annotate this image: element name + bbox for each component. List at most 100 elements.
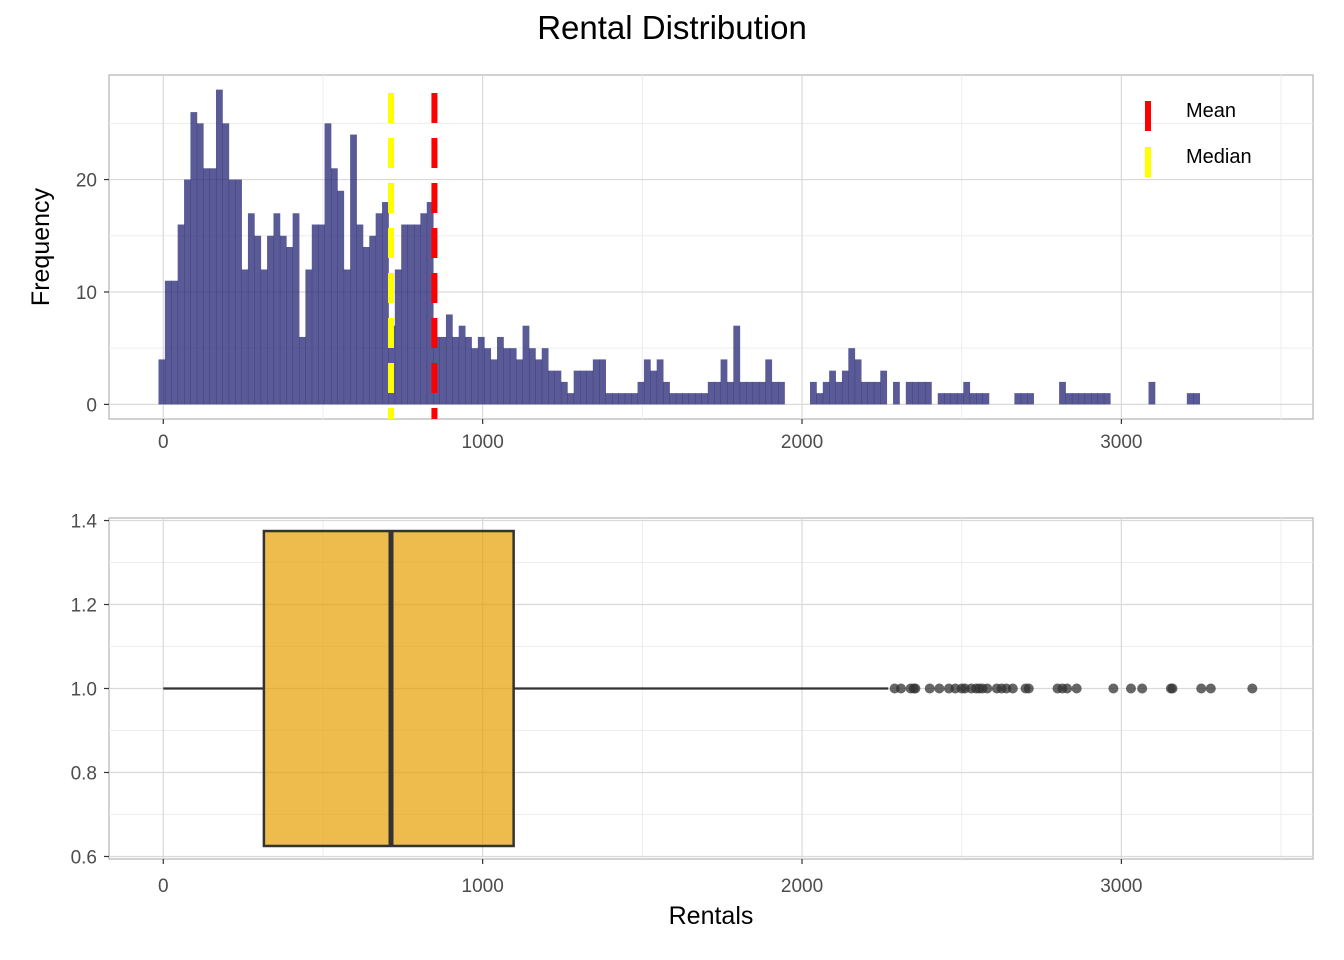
histogram-bar (956, 393, 964, 405)
histogram-bar (746, 381, 753, 405)
histogram-bar (343, 269, 351, 405)
histogram-bar (637, 381, 645, 405)
histogram-bar (656, 359, 664, 405)
histogram-bar (963, 381, 971, 405)
histogram-panel: 0 1000 2000 3000 0 10 20 Frequency Mean Median (27, 74, 1314, 453)
histogram-bar (407, 224, 415, 405)
histogram-bar (164, 280, 172, 405)
histogram-bar (982, 393, 990, 405)
boxplot-outlier-point (1062, 683, 1073, 694)
histogram-bar (228, 179, 236, 405)
histogram-bar (701, 393, 709, 405)
histogram-bar (439, 336, 447, 405)
histogram-bar (203, 168, 210, 405)
boxplot-outlier-point (1137, 683, 1148, 694)
histogram-bar (286, 247, 294, 405)
legend: Mean Median (1145, 100, 1252, 177)
histogram-bar (752, 381, 760, 405)
histogram-y-tick-label: 10 (76, 283, 97, 304)
histogram-bar (810, 381, 817, 405)
histogram-bar (739, 381, 747, 405)
histogram-bar (880, 370, 888, 405)
histogram-bar (969, 393, 977, 405)
histogram-bar (1193, 393, 1201, 405)
histogram-bar (944, 393, 951, 405)
histogram-bar (643, 359, 651, 405)
histogram-bar (465, 336, 472, 405)
boxplot-x-tick-label: 0 (158, 876, 169, 897)
histogram-bar (714, 381, 721, 405)
histogram-bar (1059, 381, 1066, 405)
histogram-bar (305, 269, 313, 405)
histogram-bar (503, 348, 511, 405)
histogram-bar (490, 359, 498, 405)
histogram-bar (618, 393, 626, 405)
boxplot-y-tick-label: 0.6 (71, 847, 97, 868)
histogram-bar (554, 370, 562, 405)
histogram-y-axis-label: Frequency (27, 187, 55, 306)
histogram-bar (241, 269, 249, 405)
histogram-bar (924, 381, 932, 405)
boxplot-outliers (889, 683, 1258, 694)
histogram-bar (254, 235, 262, 405)
histogram-x-tick-label: 1000 (462, 432, 504, 453)
histogram-bar (611, 393, 619, 405)
histogram-x-tick-label: 3000 (1100, 432, 1142, 453)
boxplot-outlier-point (982, 683, 993, 694)
histogram-bar (528, 348, 536, 405)
boxplot-x-axis-label: Rentals (669, 902, 754, 930)
histogram-bar (624, 393, 632, 405)
histogram-bar (605, 393, 613, 405)
histogram-y-tick-label: 0 (86, 395, 97, 416)
chart-title: Rental Distribution (537, 9, 807, 46)
histogram-bar (765, 359, 773, 405)
histogram-bar (158, 359, 166, 405)
boxplot-y-tick-label: 1.0 (71, 680, 97, 701)
histogram-bar (497, 336, 504, 405)
histogram-bar (394, 269, 402, 405)
histogram-bar (1097, 393, 1105, 405)
histogram-bar (413, 224, 421, 405)
histogram-bar (196, 123, 204, 405)
histogram-bar (733, 325, 741, 405)
histogram-bar (778, 381, 785, 405)
histogram-bar (1014, 393, 1022, 405)
boxplot-outlier-point (910, 683, 921, 694)
histogram-bar (1020, 393, 1028, 405)
boxplot-outlier-point (1167, 683, 1178, 694)
histogram-bar (573, 370, 581, 405)
histogram-bar (292, 213, 300, 405)
histogram-x-tick-label: 0 (158, 432, 169, 453)
histogram-bar (267, 235, 274, 405)
histogram-x-ticks: 0 1000 2000 3000 (158, 419, 1143, 453)
boxplot-outlier-point (1196, 683, 1207, 694)
boxplot-y-ticks: 0.6 0.8 1.0 1.2 1.4 (71, 512, 109, 868)
histogram-bar (854, 359, 862, 405)
histogram-bar (707, 381, 715, 405)
histogram-bar (420, 213, 428, 405)
boxplot-x-ticks: 0 1000 2000 3000 (158, 859, 1143, 897)
histogram-x-tick-label: 2000 (781, 432, 823, 453)
histogram-bar (918, 381, 926, 405)
histogram-bar (452, 336, 460, 405)
histogram-bar (369, 235, 377, 405)
histogram-bar (1091, 393, 1098, 405)
histogram-bar (362, 247, 370, 405)
histogram-bar (950, 393, 958, 405)
histogram-bar (816, 393, 824, 405)
histogram-bar (445, 314, 453, 405)
histogram-bar (688, 393, 696, 405)
boxplot-panel: 0 1000 2000 3000 0.6 0.8 1.0 1.2 1.4 Rentals (71, 512, 1314, 930)
histogram-bar (1071, 393, 1079, 405)
histogram-bar (675, 393, 683, 405)
histogram-bar (1148, 381, 1156, 405)
histogram-bar (586, 370, 594, 405)
histogram-bar (599, 359, 607, 405)
histogram-bar (209, 168, 217, 405)
histogram-bar (893, 381, 900, 405)
histogram-bar (720, 359, 728, 405)
boxplot-outlier-point (1247, 683, 1258, 694)
boxplot-box (163, 529, 889, 848)
histogram-bar (356, 224, 364, 405)
